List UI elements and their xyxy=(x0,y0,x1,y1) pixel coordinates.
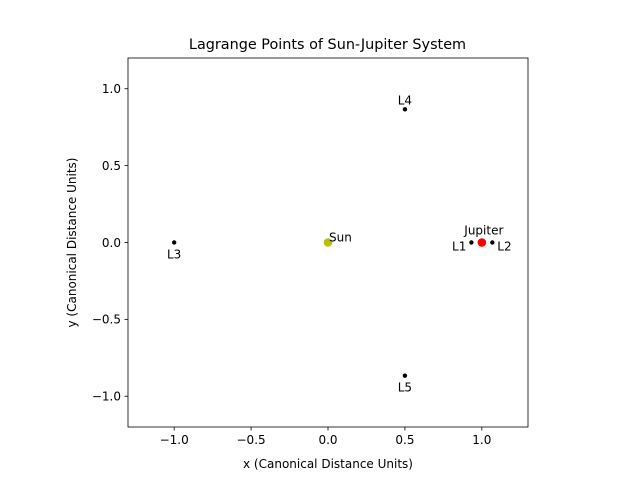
y-tick-label: 0.5 xyxy=(102,159,121,173)
label-l1: L1 xyxy=(452,240,466,254)
point-l5 xyxy=(402,373,408,378)
point-l2 xyxy=(490,240,495,245)
x-tick-label: −1.0 xyxy=(160,433,189,447)
x-tick-label: −0.5 xyxy=(237,433,266,447)
label-l4: L4 xyxy=(398,93,412,107)
chart-title: Lagrange Points of Sun-Jupiter System xyxy=(189,37,466,53)
point-sun xyxy=(323,238,333,247)
x-axis-ticks: −1.0 −0.5 0.0 0.5 1.0 xyxy=(160,427,491,447)
y-axis-label: y (Canonical Distance Units) xyxy=(65,158,79,328)
label-l5: L5 xyxy=(398,381,412,395)
x-tick-label: 0.0 xyxy=(318,433,337,447)
x-tick-label: 0.5 xyxy=(395,433,414,447)
x-axis-label: x (Canonical Distance Units) xyxy=(243,457,413,471)
x-tick-label: 1.0 xyxy=(472,433,491,447)
label-jupiter: Jupiter xyxy=(463,224,503,238)
label-l3: L3 xyxy=(167,248,181,262)
y-tick-label: −1.0 xyxy=(92,390,121,404)
y-tick-label: 1.0 xyxy=(102,82,121,96)
plot-area-frame xyxy=(127,57,529,428)
label-l2: L2 xyxy=(497,240,511,254)
point-jupiter xyxy=(477,238,487,247)
label-sun: Sun xyxy=(329,231,352,245)
data-points: Sun Jupiter L1 L2 L3 L4 L5 xyxy=(167,93,512,394)
point-l1 xyxy=(469,240,474,245)
y-tick-label: 0.0 xyxy=(102,236,121,250)
point-l4 xyxy=(402,107,408,112)
y-tick-label: −0.5 xyxy=(92,313,121,327)
y-axis-ticks: −1.0 −0.5 0.0 0.5 1.0 xyxy=(92,82,128,404)
point-l3 xyxy=(171,240,177,245)
